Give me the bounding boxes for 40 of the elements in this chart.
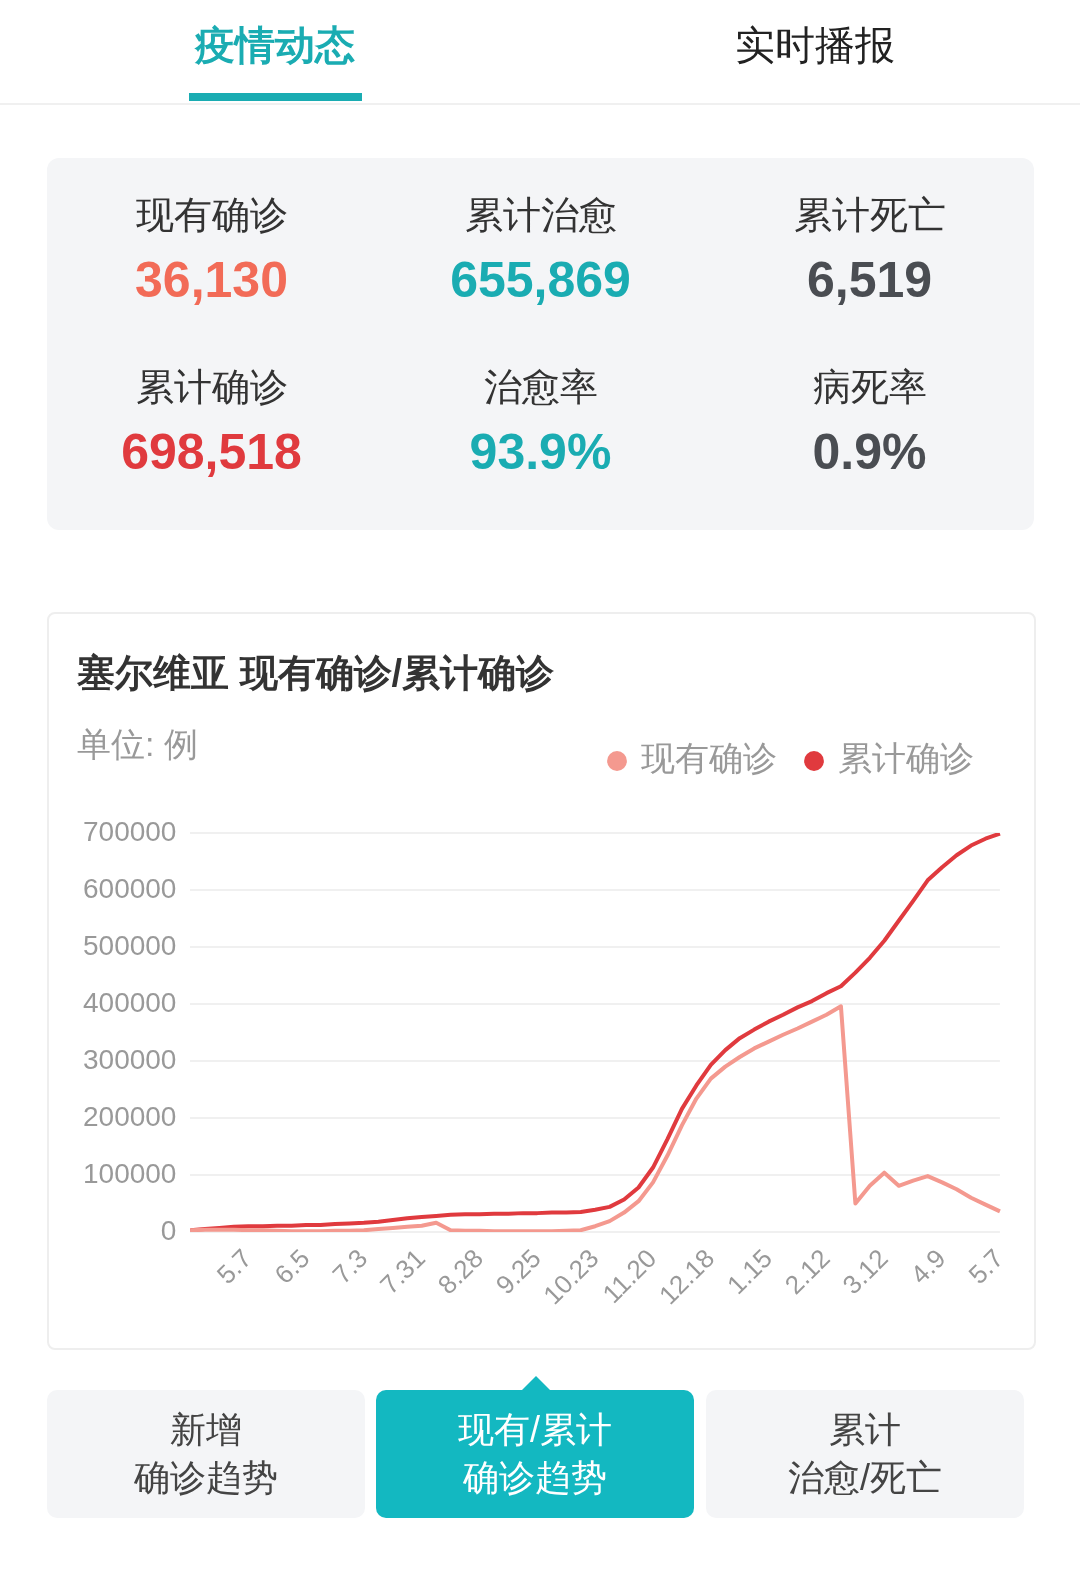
text: 698,518 [120, 423, 303, 481]
text: 现有确诊 [134, 193, 289, 238]
y-tick-label: 300000 [83, 1043, 177, 1075]
y-tick-label: 0 [160, 1214, 177, 1246]
text: 病死率 [811, 365, 928, 410]
x-tick-label: 8.28 [431, 1243, 489, 1301]
x-tick-label: 5.7 [210, 1243, 258, 1290]
chart-title: 塞尔维亚 现有确诊/累计确诊 [77, 651, 555, 696]
x-tick-label: 5.7 [962, 1243, 1010, 1290]
text: 新增 [170, 1408, 242, 1452]
text: 6,519 [805, 251, 934, 309]
x-tick-label: 3.12 [836, 1243, 894, 1301]
y-tick-label: 700000 [83, 815, 177, 847]
text: 确诊趋势 [134, 1456, 278, 1500]
text: 36,130 [134, 251, 289, 309]
y-tick-label: 400000 [83, 986, 177, 1018]
x-tick-label: 4.9 [904, 1243, 952, 1290]
text: 现有/累计 [457, 1408, 612, 1452]
text: 累计 [829, 1408, 901, 1452]
text: 疫情动态 [193, 22, 356, 69]
x-tick-label: 7.31 [374, 1243, 432, 1301]
y-tick-label: 500000 [83, 929, 177, 961]
text: 实时播报 [734, 22, 896, 69]
chart-subtitle: 单位: 例 [77, 724, 198, 765]
text: 655,869 [449, 251, 632, 309]
text: 累计治愈 [463, 193, 618, 238]
text: 治愈/死亡 [787, 1456, 942, 1500]
x-tick-label: 6.5 [268, 1243, 316, 1290]
text: 0.9% [811, 423, 928, 481]
y-tick-label: 100000 [83, 1157, 177, 1189]
y-tick-label: 600000 [83, 872, 177, 904]
text: 治愈率 [482, 365, 599, 410]
text: 累计确诊 [134, 365, 289, 410]
x-tick-label: 7.3 [326, 1243, 374, 1290]
text: 累计死亡 [792, 193, 947, 238]
legend-label: 现有确诊 [641, 739, 777, 778]
text: 确诊趋势 [463, 1456, 607, 1500]
y-tick-label: 200000 [83, 1100, 177, 1132]
text: 93.9% [468, 423, 613, 481]
legend-label: 累计确诊 [838, 739, 974, 778]
